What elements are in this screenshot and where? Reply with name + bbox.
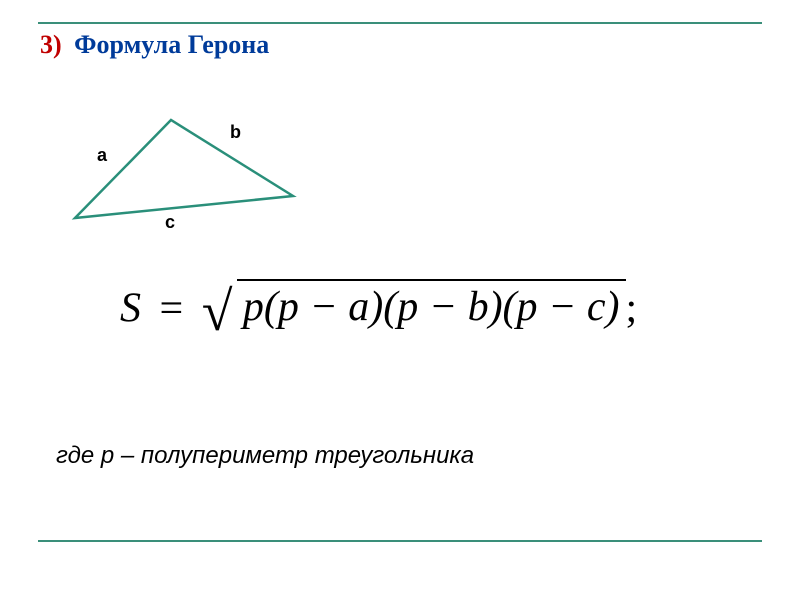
title-text: Формула Герона (74, 30, 269, 59)
formula-lhs: S (120, 286, 141, 332)
title-number: 3) (40, 30, 62, 59)
triangle-diagram: a b c (55, 100, 315, 250)
sqrt-radicand: p(p − a)(p − b)(p − c) (237, 279, 626, 331)
side-label-b: b (230, 122, 241, 143)
triangle-svg (55, 100, 315, 250)
sqrt-icon: √ (202, 280, 233, 344)
formula-tail: ; (626, 286, 638, 332)
sqrt-expression: √ p(p − a)(p − b)(p − c) (202, 280, 626, 344)
side-label-a: a (97, 145, 107, 166)
section-title: 3) Формула Герона (40, 30, 269, 60)
explanation-text: где p – полупериметр треугольника (56, 442, 474, 470)
formula-equals: = (160, 286, 184, 332)
side-label-c: c (165, 212, 175, 233)
heron-formula: S = √ p(p − a)(p − b)(p − c) ; (120, 280, 637, 344)
triangle-shape (75, 120, 293, 218)
